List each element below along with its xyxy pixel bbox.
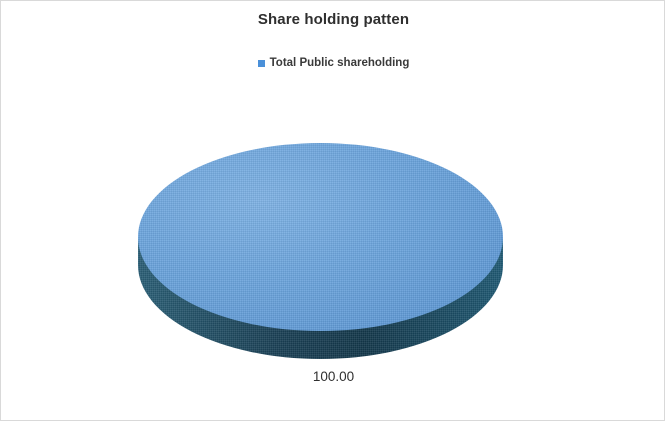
pie-slice-data-label: 100.00 [312, 369, 355, 384]
chart-legend: Total Public shareholding [1, 57, 664, 69]
legend-color-swatch-icon [257, 59, 265, 67]
texture-overlay-icon [138, 143, 503, 331]
legend-item-label: Total Public shareholding [269, 57, 410, 69]
pie-chart-graphic [138, 143, 503, 359]
chart-title: Share holding patten [257, 11, 410, 28]
pie-slice-top-face[interactable] [138, 143, 503, 331]
legend-item[interactable]: Total Public shareholding [257, 57, 410, 69]
